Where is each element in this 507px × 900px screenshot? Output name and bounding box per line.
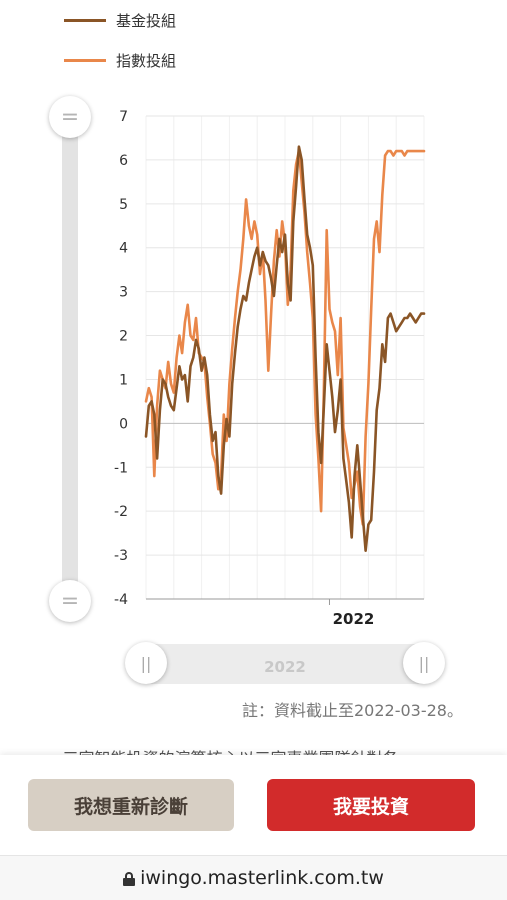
y-tick-label: 2 (119, 329, 128, 345)
drag-handle-icon: || (418, 653, 430, 673)
drag-handle-icon: = (60, 588, 80, 614)
y-tick-label: -3 (114, 548, 128, 564)
y-tick-label: -4 (114, 592, 128, 608)
browser-url-bar[interactable]: iwingo.masterlink.com.tw (0, 855, 507, 900)
drag-handle-icon: = (60, 104, 80, 130)
data-cutoff-note: 註：資料截止至2022-03-28。 (242, 701, 463, 720)
horizontal-slider-right-handle[interactable]: || (403, 642, 445, 684)
legend-item-fund[interactable]: 基金投組 (64, 8, 176, 32)
horizontal-slider-label: 2022 (264, 658, 306, 676)
y-tick-label: 1 (119, 372, 128, 388)
x-tick-label: 2022 (333, 610, 375, 628)
horizontal-range-slider-track[interactable] (146, 644, 424, 684)
rediagnose-button[interactable]: 我想重新診斷 (28, 779, 234, 831)
vertical-slider-bottom-handle[interactable]: = (49, 580, 91, 622)
y-tick-label: 4 (119, 241, 128, 257)
performance-line-chart: 7 6 5 4 3 2 1 0 -1 -2 -3 -4 2022 (114, 109, 426, 628)
legend-swatch-index (64, 58, 106, 62)
lock-icon (123, 872, 136, 886)
legend-item-index[interactable]: 指數投組 (64, 48, 176, 72)
y-tick-label: -1 (114, 460, 128, 476)
y-tick-label: -2 (114, 504, 128, 520)
y-tick-label: 0 (119, 416, 128, 432)
url-text: iwingo.masterlink.com.tw (140, 867, 384, 889)
invest-button[interactable]: 我要投資 (267, 779, 475, 831)
drag-handle-icon: || (140, 653, 152, 673)
y-tick-label: 6 (119, 153, 128, 169)
y-tick-label: 5 (119, 197, 128, 213)
y-tick-label: 3 (119, 285, 128, 301)
y-tick-label: 7 (119, 109, 128, 125)
legend-swatch-fund (64, 18, 106, 22)
chart-legend: 基金投組 指數投組 (64, 8, 176, 88)
series-line-fund (144, 145, 426, 553)
vertical-range-slider-track[interactable] (62, 118, 78, 602)
legend-label-index: 指數投組 (116, 51, 177, 70)
horizontal-slider-left-handle[interactable]: || (125, 642, 167, 684)
legend-label-fund: 基金投組 (116, 11, 177, 30)
vertical-slider-top-handle[interactable]: = (49, 96, 91, 138)
bottom-action-bar: 我想重新診斷 我要投資 (0, 755, 507, 855)
